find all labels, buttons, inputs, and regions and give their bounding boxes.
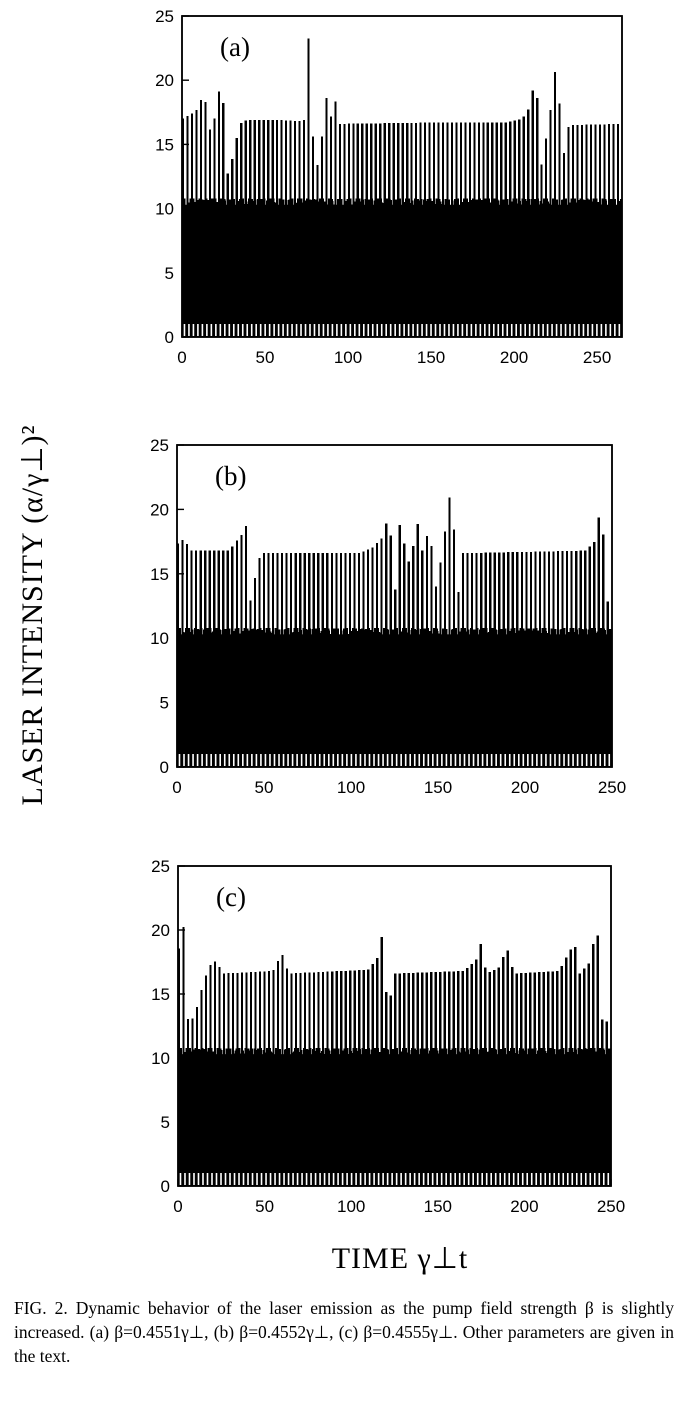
- plot-frame-top-b: [176, 444, 613, 768]
- x-tick-label-a: 100: [334, 348, 362, 367]
- y-tick-label-c: 20: [151, 921, 170, 940]
- y-tick-label-b: 0: [160, 758, 169, 777]
- y-tick-label-b: 10: [150, 629, 169, 648]
- x-tick-label-c: 150: [424, 1197, 452, 1216]
- y-tick-label-a: 20: [155, 71, 174, 90]
- x-tick-label-b: 150: [424, 778, 452, 797]
- y-tick-label-b: 25: [150, 436, 169, 455]
- oscillation-band-b: [178, 634, 611, 753]
- x-tick-label-a: 250: [583, 348, 611, 367]
- figure-caption-text: FIG. 2. Dynamic behavior of the laser em…: [14, 1298, 679, 1366]
- floor-gaps-b: [178, 754, 611, 766]
- x-tick-label-a: 200: [500, 348, 528, 367]
- panel-label-a: (a): [220, 32, 250, 62]
- y-tick-label-b: 15: [150, 565, 169, 584]
- y-tick-label-a: 5: [165, 264, 174, 283]
- plot-frame-top-a: [181, 15, 623, 338]
- y-tick-label-c: 5: [161, 1113, 170, 1132]
- x-tick-label-a: 50: [256, 348, 275, 367]
- y-tick-label-b: 5: [160, 694, 169, 713]
- y-tick-label-b: 20: [150, 500, 169, 519]
- figure-canvas: LASER INTENSITY (α/γ⊥)² TIME γ⊥t 0 5 10 15 2…: [16, 7, 626, 1275]
- x-tick-label-c: 250: [597, 1197, 625, 1216]
- x-tick-label-b: 0: [172, 778, 181, 797]
- y-tick-label-c: 0: [161, 1177, 170, 1196]
- y-tick-label-a: 25: [155, 7, 174, 26]
- floor-gaps-c: [179, 1173, 610, 1185]
- oscillation-band-c: [179, 1054, 610, 1172]
- x-tick-label-a: 150: [417, 348, 445, 367]
- y-tick-label-a: 10: [155, 200, 174, 219]
- x-axis-title: TIME γ⊥t: [332, 1242, 469, 1275]
- y-tick-label-a: 15: [155, 135, 174, 154]
- x-tick-label-b: 50: [255, 778, 274, 797]
- y-tick-label-c: 10: [151, 1049, 170, 1068]
- y-axis-title: LASER INTENSITY (α/γ⊥)²: [16, 425, 49, 806]
- x-tick-label-b: 100: [337, 778, 365, 797]
- panel-label-b: (b): [215, 461, 246, 491]
- panel-label-c: (c): [216, 882, 246, 912]
- y-tick-label-c: 25: [151, 857, 170, 876]
- x-tick-label-c: 200: [510, 1197, 538, 1216]
- y-tick-label-a: 0: [165, 328, 174, 347]
- x-tick-label-c: 100: [337, 1197, 365, 1216]
- figure-caption: FIG. 2. Dynamic behavior of the laser em…: [14, 1296, 674, 1368]
- x-tick-label-b: 250: [598, 778, 626, 797]
- x-tick-label-c: 50: [255, 1197, 274, 1216]
- oscillation-band-a: [183, 204, 621, 323]
- floor-gaps-a: [183, 324, 621, 336]
- x-tick-label-c: 0: [173, 1197, 182, 1216]
- plot-frame-top-c: [177, 865, 612, 1187]
- x-tick-label-a: 0: [177, 348, 186, 367]
- y-tick-label-c: 15: [151, 985, 170, 1004]
- x-tick-label-b: 200: [511, 778, 539, 797]
